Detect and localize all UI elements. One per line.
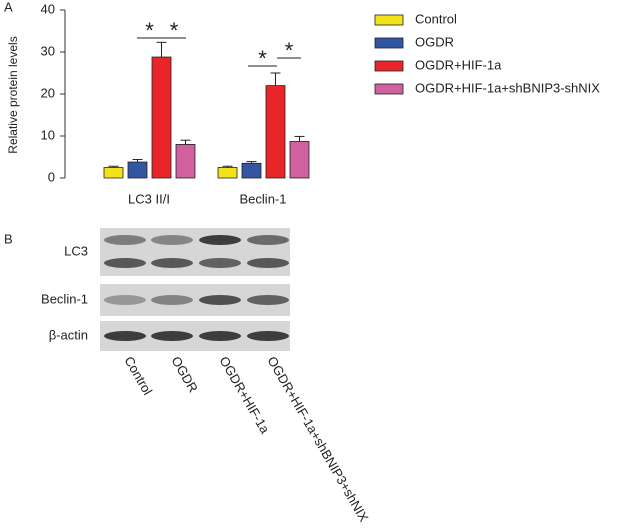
blot-band	[199, 295, 241, 305]
blot-band	[151, 235, 193, 245]
blot-band	[247, 295, 289, 305]
legend-label: OGDR+HIF-1a	[415, 57, 502, 72]
significance-star: *	[285, 38, 294, 63]
bar	[127, 161, 148, 179]
y-tick-label: 10	[41, 127, 55, 142]
blot-band	[151, 331, 193, 341]
blot-band	[247, 235, 289, 245]
bar	[175, 143, 196, 179]
legend-label: Control	[415, 11, 457, 26]
bar	[265, 85, 286, 179]
blot-lane-label: OGDR+HIF-1a+shBNIP3+shNIX	[264, 354, 371, 525]
blot-row-label: Beclin-1	[41, 291, 88, 306]
legend-swatch	[374, 37, 404, 49]
blot-band	[151, 295, 193, 305]
legend-label: OGDR+HIF-1a+shBNIP3-shNIX	[415, 80, 600, 95]
blot-band	[247, 331, 289, 341]
blot-lane-label: OGDR	[168, 354, 200, 395]
y-axis-label: Relative protein levels	[6, 36, 20, 153]
blot-row-label: β-actin	[49, 327, 88, 342]
x-tick-label: LC3 II/I	[128, 191, 170, 206]
y-tick-label: 30	[41, 43, 55, 58]
blot-band	[151, 258, 193, 268]
blot-band	[247, 258, 289, 268]
y-tick-label: 40	[41, 1, 55, 16]
significance-star: *	[145, 18, 154, 43]
legend-swatch	[374, 60, 404, 72]
blot-band	[104, 258, 146, 268]
legend-label: OGDR	[415, 34, 454, 49]
significance-star: *	[170, 18, 179, 43]
panel-label: B	[4, 231, 13, 246]
y-tick-label: 0	[48, 169, 55, 184]
legend-swatch	[374, 83, 404, 95]
bar	[241, 162, 262, 179]
blot-band	[199, 258, 241, 268]
blot-band	[199, 331, 241, 341]
bar	[289, 141, 310, 179]
significance-star: *	[258, 46, 267, 71]
panel-label: A	[4, 0, 13, 14]
x-tick-label: Beclin-1	[240, 191, 287, 206]
blot-band	[199, 235, 241, 245]
bar	[217, 167, 238, 179]
bar	[103, 167, 124, 179]
blot-row-label: LC3	[64, 243, 88, 258]
blot-lane-label: Control	[121, 354, 155, 398]
blot-band	[104, 331, 146, 341]
y-tick-label: 20	[41, 85, 55, 100]
blot-band	[104, 295, 146, 305]
blot-lane-label: OGDR+HIF-1a	[216, 354, 273, 437]
legend-swatch	[374, 14, 404, 26]
bar	[151, 56, 172, 179]
blot-band	[104, 235, 146, 245]
